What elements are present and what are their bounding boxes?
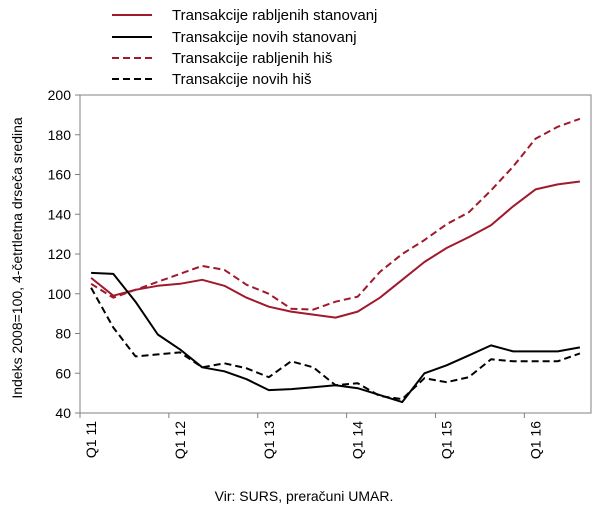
source-note: Vir: SURS, preračuni UMAR. xyxy=(215,488,394,504)
y-tick-label: 200 xyxy=(48,87,72,103)
legend: Transakcije rabljenih stanovanj Transakc… xyxy=(112,7,377,88)
y-tick-label: 100 xyxy=(48,286,72,302)
series-line-3 xyxy=(90,117,581,311)
x-tick-label: Q1 12 xyxy=(172,421,188,459)
y-tick-label: 160 xyxy=(48,167,72,183)
y-axis-title: Indeks 2008=100, 4-četrtletna drseča sre… xyxy=(9,117,25,399)
y-tick-label: 120 xyxy=(48,246,72,262)
x-tick-label: Q1 13 xyxy=(261,421,277,459)
x-tick-label: Q1 14 xyxy=(350,421,366,459)
x-tick-label: Q1 11 xyxy=(83,421,99,458)
y-axis: 40 60 80 100 120 140 160 180 200 xyxy=(48,87,80,421)
y-tick-label: 60 xyxy=(55,365,71,381)
legend-label-new-houses: Transakcije novih hiš xyxy=(172,71,312,88)
legend-label-used-houses: Transakcije rabljenih hiš xyxy=(172,50,332,67)
y-tick-label: 180 xyxy=(48,127,72,143)
plot-frame xyxy=(79,94,592,414)
series-line-1 xyxy=(90,180,581,319)
series-line-2 xyxy=(91,271,581,404)
legend-label-used-flats: Transakcije rabljenih stanovanj xyxy=(172,7,377,24)
legend-label-new-flats: Transakcije novih stanovanj xyxy=(172,29,357,46)
y-tick-label: 40 xyxy=(55,405,71,421)
y-tick-label: 140 xyxy=(48,206,72,222)
y-tick-label: 80 xyxy=(55,326,71,342)
x-axis: Q1 11 Q1 12 Q1 13 Q1 14 Q1 15 Q1 16 xyxy=(79,413,543,459)
series-line-4 xyxy=(90,287,581,401)
x-tick-label: Q1 16 xyxy=(527,421,543,459)
series-lines xyxy=(90,117,581,404)
x-tick-label: Q1 15 xyxy=(439,421,455,459)
